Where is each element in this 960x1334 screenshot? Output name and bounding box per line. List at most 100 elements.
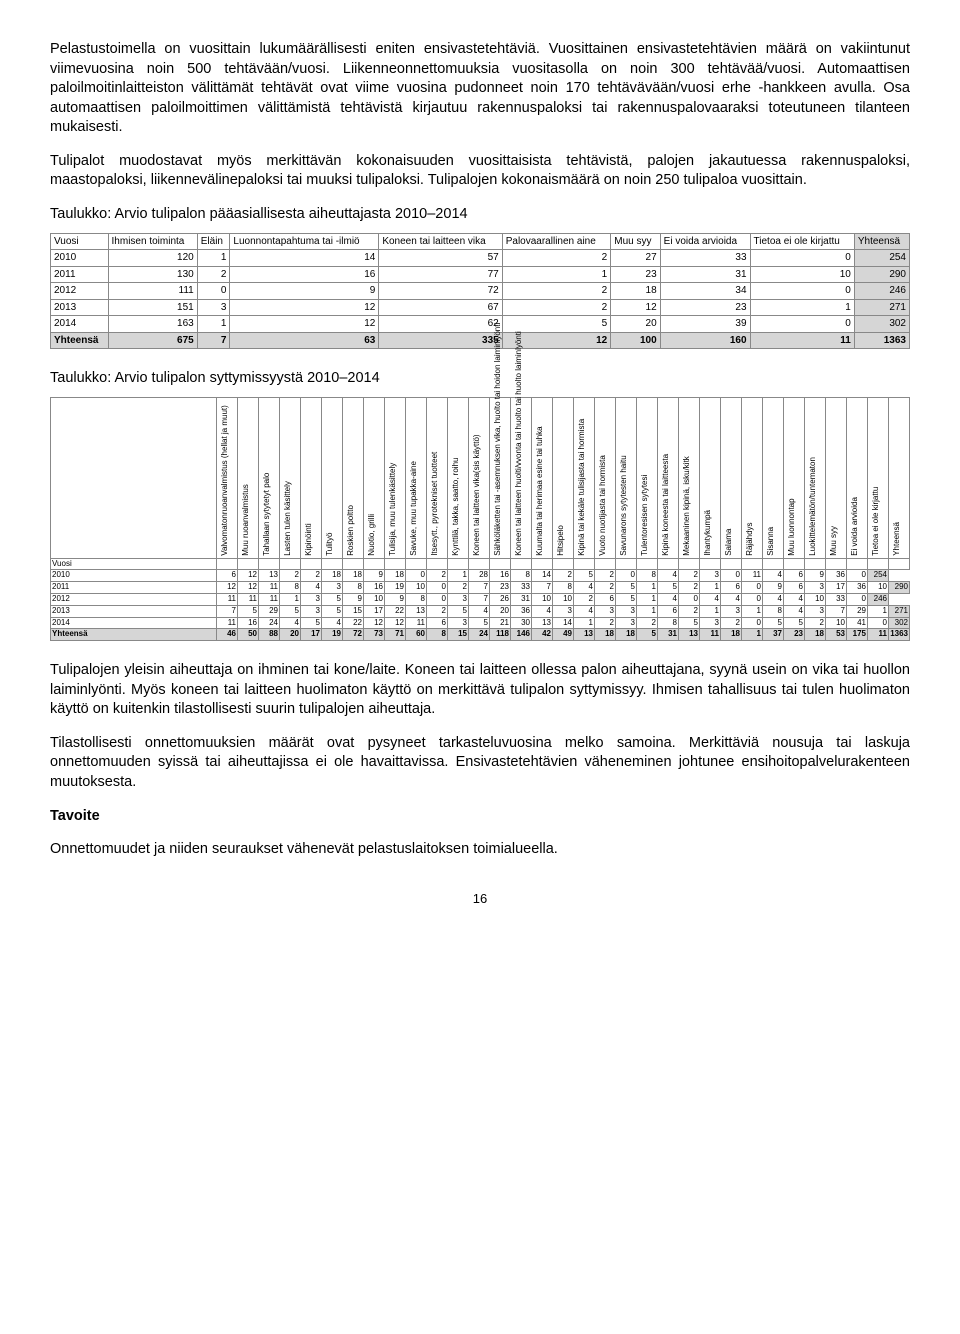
t2-header: Savunarons sytytesten haitu (616, 397, 637, 558)
t2-cell: 5 (238, 605, 259, 617)
t2-total-cell: 19 (322, 629, 343, 641)
t2-total-cell: 23 (784, 629, 805, 641)
t2-cell: 10 (826, 617, 847, 629)
t2-total-cell: 5 (637, 629, 658, 641)
t2-header: Kynttilä, takka, saatto, roihu (448, 397, 469, 558)
t2-cell: 20 (490, 605, 511, 617)
t2-cell: 29 (847, 605, 868, 617)
t2-cell: 8 (406, 593, 427, 605)
t1-cell: 72 (379, 283, 502, 300)
t2-cell: 4 (280, 617, 301, 629)
t2-cell: 1 (868, 605, 889, 617)
t2-cell: 2011 (51, 582, 217, 594)
t2-header: Hitsipelo (553, 397, 574, 558)
t2-cell: 28 (469, 570, 490, 582)
t2-total-cell: 46 (217, 629, 238, 641)
t2-cell: 5 (280, 605, 301, 617)
t2-cell: 31 (511, 593, 532, 605)
t2-cell: 5 (763, 617, 784, 629)
t2-cell: 5 (322, 593, 343, 605)
t1-header: Ei voida arvioida (660, 233, 750, 250)
t2-cell: 24 (259, 617, 280, 629)
t2-year-label: Vuosi (51, 558, 217, 570)
t1-cell: 302 (854, 316, 909, 333)
t1-total-cell: 1363 (854, 332, 909, 349)
t2-cell: 8 (343, 582, 364, 594)
tavoite-text: Onnettomuudet ja niiden seuraukset vähen… (50, 840, 910, 860)
t2-cell: 3 (448, 617, 469, 629)
t2-cell: 33 (826, 593, 847, 605)
t2-cell: 3 (448, 593, 469, 605)
t2-cell: 8 (553, 582, 574, 594)
t2-cell: 4 (763, 570, 784, 582)
t2-header: Koneen tai laitteen huolti/vvonta tai hu… (511, 397, 532, 558)
table1-caption: Taulukko: Arvio tulipalon pääasiallisest… (50, 205, 910, 225)
t2-cell: 0 (742, 593, 763, 605)
t2-total-cell: 88 (259, 629, 280, 641)
paragraph-2: Tulipalot muodostavat myös merkittävän k… (50, 152, 910, 191)
t2-header: Tietoa ei ole kirjattu (868, 397, 889, 558)
t1-cell: 120 (108, 250, 197, 267)
t2-cell: 10 (868, 582, 889, 594)
t1-cell: 2010 (51, 250, 109, 267)
t1-cell: 2013 (51, 299, 109, 316)
page-number: 16 (50, 890, 910, 908)
t1-cell: 27 (611, 250, 660, 267)
t2-header: Sähköläketten tai -asemnuksen vika, huol… (490, 397, 511, 558)
t2-cell: 3 (595, 605, 616, 617)
t2-cell: 22 (385, 605, 406, 617)
t2-cell: 9 (763, 582, 784, 594)
t1-header: Muu syy (611, 233, 660, 250)
t2-header: Nuotio, grilli (364, 397, 385, 558)
t1-header: Koneen tai laitteen vika (379, 233, 502, 250)
t1-cell: 163 (108, 316, 197, 333)
t2-header: Tulityö (322, 397, 343, 558)
t2-header: Lasten tulen käsittely (280, 397, 301, 558)
t2-cell: 22 (343, 617, 364, 629)
t2-cell: 6 (217, 570, 238, 582)
t1-cell: 2 (197, 266, 230, 283)
t2-cell: 2 (679, 570, 700, 582)
t2-total-cell: 11 (700, 629, 721, 641)
t1-cell: 0 (197, 283, 230, 300)
t2-cell: 2 (553, 570, 574, 582)
t2-corner (51, 397, 217, 558)
t2-cell: 8 (511, 570, 532, 582)
t2-header: Koneen tai laitteen vika(sis käyttö) (469, 397, 490, 558)
t2-cell: 17 (826, 582, 847, 594)
t2-cell: 1 (742, 605, 763, 617)
t2-cell: 3 (301, 605, 322, 617)
t2-cell: 2013 (51, 605, 217, 617)
t2-cell: 29 (259, 605, 280, 617)
t1-cell: 18 (611, 283, 660, 300)
t2-cell: 2010 (51, 570, 217, 582)
t2-header: Tahallaan sytytetyt palo (259, 397, 280, 558)
t2-cell: 18 (343, 570, 364, 582)
t2-cell: 10 (805, 593, 826, 605)
t2-cell: 246 (868, 593, 889, 605)
t2-total-cell: 50 (238, 629, 259, 641)
t1-total-cell: 675 (108, 332, 197, 349)
t2-cell: 4 (658, 593, 679, 605)
t2-cell: 4 (721, 593, 742, 605)
t1-cell: 2014 (51, 316, 109, 333)
t1-cell: 5 (502, 316, 611, 333)
t2-header: Ihantykumpä (700, 397, 721, 558)
paragraph-1: Pelastustoimella on vuosittain lukumäärä… (50, 40, 910, 138)
t2-cell: 10 (532, 593, 553, 605)
t2-header: Sisanna (763, 397, 784, 558)
t1-header: Palovaarallinen aine (502, 233, 611, 250)
t2-cell: 2 (679, 605, 700, 617)
t2-cell: 2 (574, 593, 595, 605)
t2-cell: 30 (511, 617, 532, 629)
t2-cell: 7 (826, 605, 847, 617)
t2-total-cell: 18 (595, 629, 616, 641)
t2-cell: 5 (784, 617, 805, 629)
t2-cell: 36 (511, 605, 532, 617)
t2-header: Kipinä tai kekäle tulisijasta tai hormis… (574, 397, 595, 558)
t2-cell: 8 (637, 570, 658, 582)
t2-cell: 2 (637, 617, 658, 629)
t2-cell: 0 (406, 570, 427, 582)
t1-cell: 254 (854, 250, 909, 267)
t1-cell: 57 (379, 250, 502, 267)
